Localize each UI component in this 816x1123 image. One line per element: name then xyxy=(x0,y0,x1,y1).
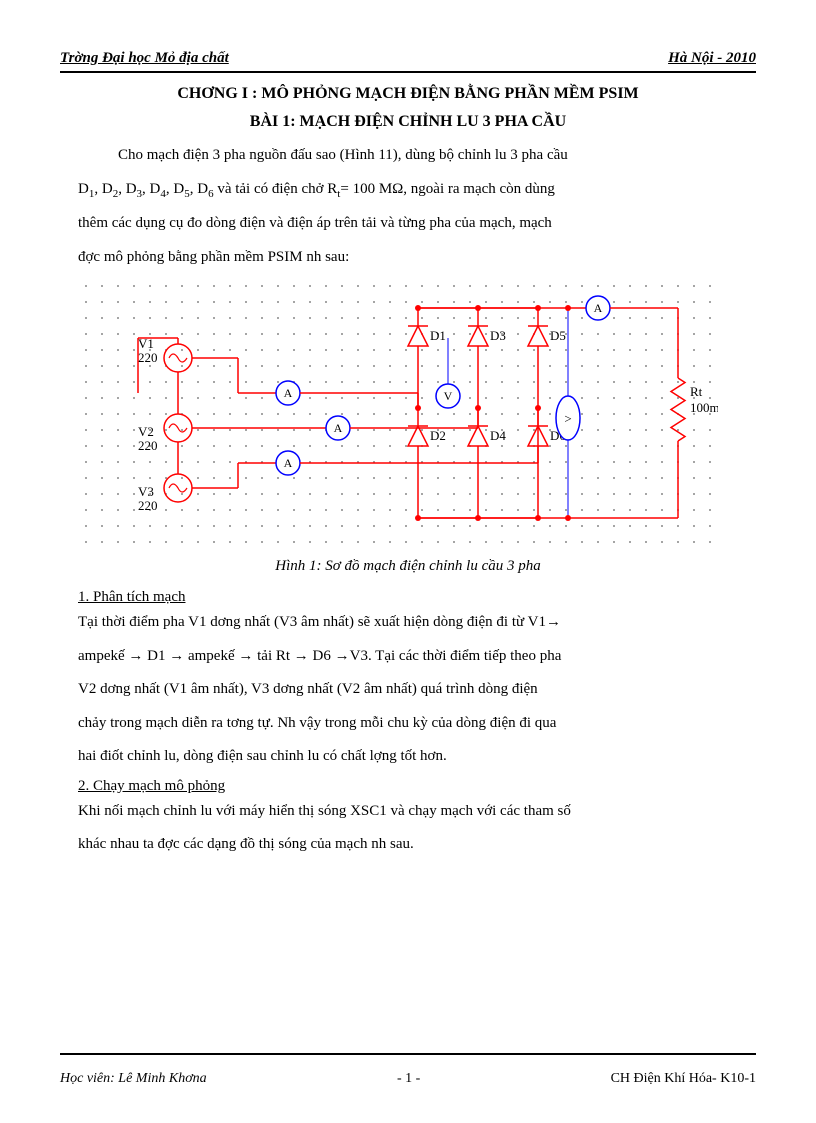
circuit-diagram: V1220V2220V3220AAAD1D3D5D2D4D6ARt100mV> xyxy=(78,278,738,548)
figure-caption: Hình 1: Sơ đồ mạch điện chỉnh lu cầu 3 p… xyxy=(60,558,756,575)
page-footer: Học viên: Lê Minh Khơna - 1 - CH Điện Kh… xyxy=(60,1071,756,1087)
analysis-p1: Tại thời điểm pha V1 dơng nhất (V3 âm nh… xyxy=(78,610,738,636)
svg-text:>: > xyxy=(564,411,571,426)
svg-text:D3: D3 xyxy=(490,328,506,343)
svg-text:100m: 100m xyxy=(690,400,718,415)
intro-line-4: đợc mô phỏng bằng phần mềm PSIM nh sau: xyxy=(78,245,738,271)
svg-text:220: 220 xyxy=(138,438,158,453)
svg-text:V3: V3 xyxy=(138,484,154,499)
svg-text:D2: D2 xyxy=(430,428,446,443)
sim-p1: Khi nối mạch chỉnh lu với máy hiển thị s… xyxy=(78,799,738,825)
subheading-analysis: 1. Phân tích mạch xyxy=(78,589,738,606)
intro-line-3: thêm các dụng cụ đo dòng điện và điện áp… xyxy=(78,211,738,237)
circuit-svg: V1220V2220V3220AAAD1D3D5D2D4D6ARt100mV> xyxy=(78,278,718,548)
svg-text:V: V xyxy=(444,389,453,403)
analysis-p3: V2 dơng nhất (V1 âm nhất), V3 dơng nhất … xyxy=(78,677,738,703)
analysis-p2: ampekế → D1 → ampekế → tải Rt → D6 →V3. … xyxy=(78,644,738,670)
svg-text:D4: D4 xyxy=(490,428,506,443)
footer-right: CH Điện Khí Hóa- K10-1 xyxy=(611,1071,756,1087)
svg-text:220: 220 xyxy=(138,498,158,513)
svg-text:A: A xyxy=(334,421,343,435)
analysis-p4: chảy trong mạch diễn ra tơng tự. Nh vậy … xyxy=(78,711,738,737)
intro-line-2: D1, D2, D3, D4, D5, D6 và tải có điện ch… xyxy=(78,177,738,204)
analysis-p5: hai điốt chỉnh lu, dòng điện sau chỉnh l… xyxy=(78,744,738,770)
header-left: Trờng Đại học Mỏ địa chất xyxy=(60,50,229,67)
section-title: BÀI 1: MẠCH ĐIỆN CHỈNH LU 3 PHA CẦU xyxy=(60,113,756,131)
footer-left: Học viên: Lê Minh Khơna xyxy=(60,1071,207,1087)
svg-text:220: 220 xyxy=(138,350,158,365)
intro-line-1: Cho mạch điện 3 pha nguồn đấu sao (Hình … xyxy=(78,143,738,169)
svg-text:D1: D1 xyxy=(430,328,446,343)
page: Trờng Đại học Mỏ địa chất Hà Nội - 2010 … xyxy=(0,0,816,1123)
svg-text:A: A xyxy=(594,301,603,315)
svg-text:V2: V2 xyxy=(138,424,154,439)
subheading-sim: 2. Chạy mạch mô phỏng xyxy=(78,778,738,795)
footer-page-number: - 1 - xyxy=(397,1071,420,1087)
chapter-title: CHƠNG I : MÔ PHỎNG MẠCH ĐIỆN BẰNG PHẦN M… xyxy=(60,85,756,103)
footer-rule xyxy=(60,1053,756,1055)
svg-text:D5: D5 xyxy=(550,328,566,343)
header-rule xyxy=(60,71,756,73)
page-header: Trờng Đại học Mỏ địa chất Hà Nội - 2010 xyxy=(60,50,756,67)
header-right: Hà Nội - 2010 xyxy=(668,50,756,67)
svg-text:A: A xyxy=(284,456,293,470)
svg-text:Rt: Rt xyxy=(690,384,703,399)
svg-text:A: A xyxy=(284,386,293,400)
sim-p2: khác nhau ta đợc các dạng đồ thị sóng củ… xyxy=(78,832,738,858)
